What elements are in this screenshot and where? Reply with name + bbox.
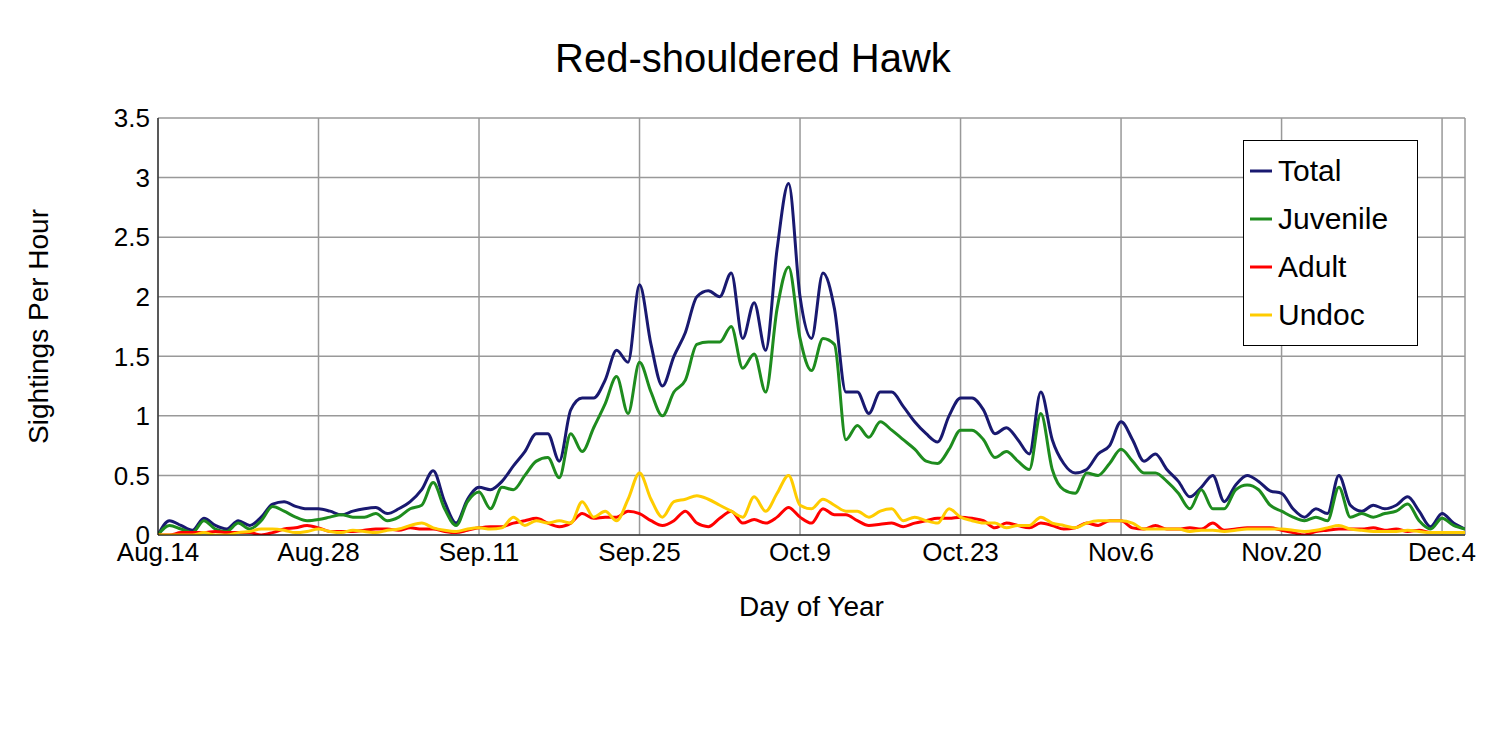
svg-text:Day of Year: Day of Year (739, 591, 884, 622)
html-text:Red-shouldered Hawk: Red-shouldered Hawk (555, 36, 951, 80)
svg-text:Aug.14: Aug.14 (117, 537, 199, 567)
svg-text:Nov.6: Nov.6 (1088, 537, 1154, 567)
svg-text:0.5: 0.5 (114, 461, 150, 491)
html-text:Undoc: Undoc (1278, 298, 1365, 331)
svg-text:3.5: 3.5 (114, 108, 150, 133)
svg-text:1.5: 1.5 (114, 342, 150, 372)
svg-text:Oct.9: Oct.9 (769, 537, 831, 567)
svg-text:2: 2 (136, 282, 150, 312)
svg-text:Sightings Per Hour: Sightings Per Hour (23, 209, 54, 444)
svg-text:Sep.11: Sep.11 (439, 537, 519, 567)
svg-text:Oct.23: Oct.23 (922, 537, 999, 567)
svg-text:0: 0 (136, 520, 150, 550)
html-text:Total: Total (1278, 154, 1342, 187)
svg-text:1: 1 (136, 401, 150, 431)
svg-text:Sep.25: Sep.25 (598, 537, 680, 567)
html-text:Adult: Adult (1278, 250, 1347, 283)
svg-text:Nov.20: Nov.20 (1241, 537, 1321, 567)
svg-text:Dec.4: Dec.4 (1408, 537, 1476, 567)
svg-text:Aug.28: Aug.28 (277, 537, 359, 567)
html-text:Juvenile: Juvenile (1278, 202, 1389, 235)
svg-text:2.5: 2.5 (114, 222, 150, 252)
svg-text:3: 3 (136, 163, 150, 193)
